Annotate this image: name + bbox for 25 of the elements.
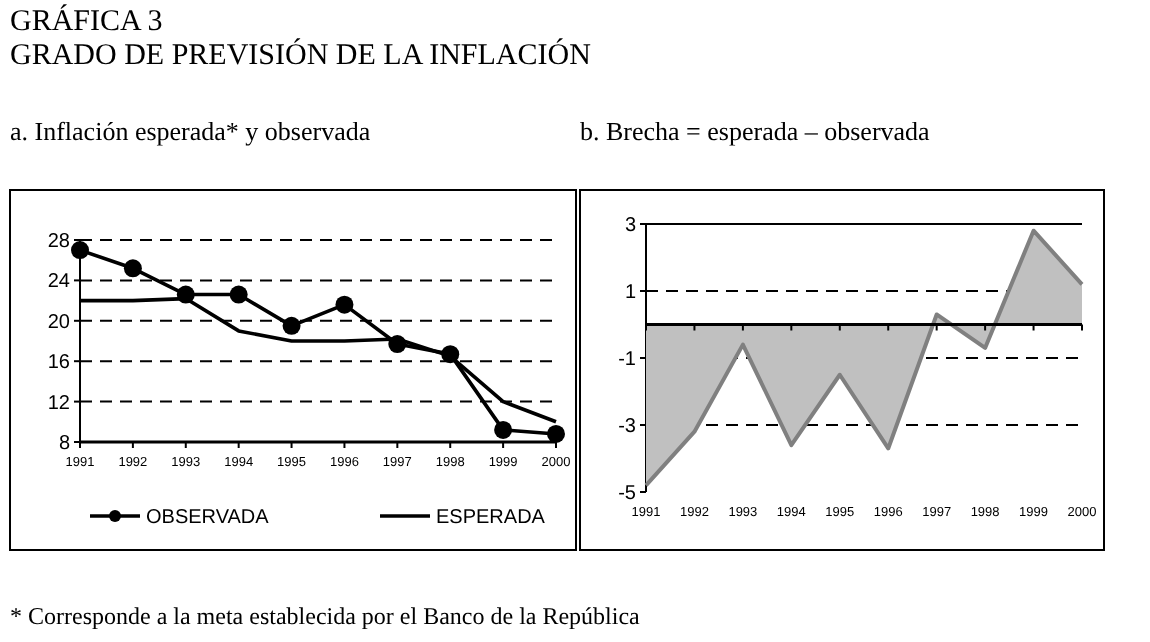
point (335, 295, 354, 314)
y-tick-label: 8 (58, 433, 71, 455)
y-tick-label: 20 (47, 311, 71, 334)
y-tick-label: 28 (47, 231, 71, 253)
chart-title: a. Inflación esperada* y observada (10, 116, 371, 146)
text: GRADO DE PREVISIÓN DE LA INFLACIÓN (10, 38, 592, 72)
point (494, 420, 513, 439)
point (229, 285, 248, 304)
point (123, 259, 142, 278)
point (547, 424, 565, 443)
chart-title: b. Brecha = esperada – observada (580, 116, 931, 146)
y-tick-label: 3 (624, 215, 637, 237)
y-tick-label: 24 (47, 271, 71, 294)
legend-label: OBSERVADA (146, 507, 270, 529)
legend-label: ESPERADA (436, 507, 546, 529)
y-tick-label: -3 (618, 416, 637, 438)
y-tick-label: 16 (47, 352, 71, 375)
point (71, 241, 89, 260)
text: * Corresponde a la meta establecida por el Banco de la República (10, 602, 642, 630)
y-tick-label: -1 (618, 349, 637, 371)
text: GRÁFICA 3 (10, 4, 163, 38)
y-tick-label: 1 (624, 282, 637, 304)
point (282, 316, 301, 335)
y-tick-label: -5 (618, 483, 637, 505)
y-tick-label: 12 (47, 392, 71, 415)
